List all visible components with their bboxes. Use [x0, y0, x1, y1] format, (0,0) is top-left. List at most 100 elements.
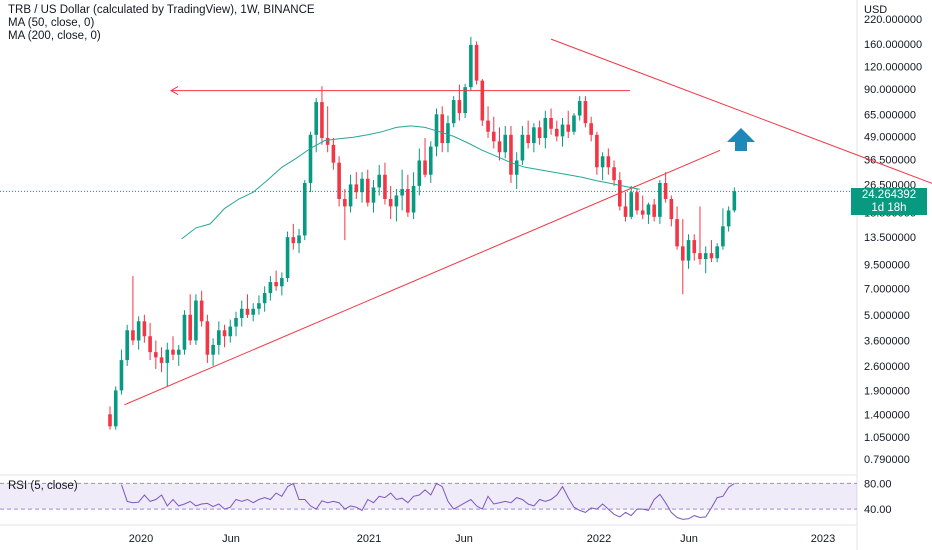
candle-body: [394, 195, 399, 207]
candle-body: [239, 308, 244, 318]
candle-body: [692, 240, 697, 254]
candle-body: [211, 344, 215, 355]
last-price-value: 24.264392: [861, 189, 917, 201]
candle-body: [423, 160, 427, 175]
candle-body: [474, 44, 479, 81]
price-tick-label: 0.790000: [864, 454, 910, 466]
candle-body: [440, 114, 445, 144]
price-axis[interactable]: 220.000000 160.000000 120.000000 90.000000 6…: [864, 14, 922, 466]
rsi-pane: 80.00 40.00: [0, 478, 892, 516]
rsi-line: [121, 482, 735, 520]
candle-body: [543, 117, 548, 138]
candle-body: [108, 414, 112, 427]
price-tick-label: 3.600000: [864, 335, 910, 347]
last-price-tag: 24.264392 1d 18h: [851, 188, 927, 215]
candle-body: [715, 246, 719, 259]
candle-body: [131, 330, 135, 341]
candle-body: [417, 160, 422, 186]
time-tick-label: 2021: [357, 533, 381, 545]
price-tick-label: 90.000000: [864, 84, 916, 96]
candle-body: [640, 210, 645, 215]
candle-body: [686, 240, 691, 261]
candle-body: [514, 160, 519, 175]
candle-body: [285, 237, 290, 279]
candle-body: [343, 198, 347, 207]
ascending-trendline: [124, 149, 721, 406]
rsi-tick-label: 40.00: [864, 504, 892, 516]
ma200-legend[interactable]: MA (200, close, 0): [8, 30, 101, 42]
price-tick-label: 49.000000: [864, 131, 916, 143]
candle-body: [446, 123, 450, 144]
candle-body: [348, 184, 353, 207]
candle-body: [377, 174, 382, 188]
candle-body: [497, 141, 502, 153]
candle-body: [280, 278, 284, 287]
currency-label[interactable]: USD: [864, 4, 888, 16]
candle-body: [113, 390, 118, 427]
price-tick-label: 13.500000: [864, 232, 916, 244]
price-tick-label: 5.000000: [864, 310, 910, 322]
candle-body: [663, 182, 668, 199]
candle-body: [325, 137, 330, 145]
candle-body: [486, 120, 490, 132]
candle-body: [457, 100, 462, 114]
candle-body: [698, 253, 702, 260]
candle-body: [245, 308, 250, 315]
price-tick-label: 1.050000: [864, 432, 910, 444]
candle-body: [119, 360, 124, 391]
candle-body: [658, 182, 662, 217]
candle-body: [526, 134, 530, 144]
time-tick-label: Jun: [222, 533, 240, 545]
candle-body: [652, 204, 656, 217]
candle-body: [171, 349, 175, 355]
candle-body: [199, 300, 204, 322]
ma50-line: [181, 125, 640, 240]
candle-body: [257, 303, 261, 309]
candle-body: [732, 191, 737, 211]
time-tick-label: 2022: [587, 533, 611, 545]
candle-body: [554, 128, 559, 137]
candle-body: [503, 134, 508, 153]
candle-body: [360, 178, 364, 193]
price-tick-label: 2.600000: [864, 361, 910, 373]
candle-body: [411, 185, 416, 213]
candle-body: [520, 134, 525, 161]
candle-body: [675, 219, 679, 247]
time-tick-label: 2023: [811, 533, 835, 545]
candle-body: [222, 330, 227, 337]
candle-body: [451, 100, 456, 124]
time-axis[interactable]: 2020 Jun 2021 Jun 2022 Jun 2023: [129, 533, 835, 545]
rsi-legend[interactable]: RSI (5, close): [8, 480, 78, 492]
ma50-legend[interactable]: MA (50, close, 0): [8, 17, 95, 29]
price-tick-label: 1.900000: [864, 385, 910, 397]
candle-body: [234, 317, 238, 327]
candle-body: [371, 187, 376, 203]
candle-body: [566, 124, 571, 132]
candle-body: [217, 330, 221, 345]
time-tick-label: 2020: [129, 533, 153, 545]
candle-body: [721, 226, 725, 247]
candle-body: [165, 349, 170, 363]
price-tick-label: 7.000000: [864, 283, 910, 295]
candle-body: [320, 102, 324, 138]
candle-body: [491, 131, 496, 142]
candle-body: [549, 117, 553, 129]
candle-body: [600, 156, 605, 168]
candle-body: [354, 184, 359, 193]
candle-body: [228, 326, 233, 337]
candle-body: [291, 237, 296, 244]
candle-body: [125, 330, 129, 361]
price-tick-label: 220.000000: [864, 14, 922, 26]
price-tick-label: 120.000000: [864, 61, 922, 73]
candle-body: [463, 87, 467, 114]
candle-body: [595, 134, 599, 168]
candle-body: [331, 144, 336, 163]
candle-body: [469, 44, 473, 88]
candle-body: [709, 253, 714, 259]
price-tick-label: 65.000000: [864, 109, 916, 121]
candle-body: [388, 198, 393, 207]
time-tick-label: Jun: [680, 533, 698, 545]
candle-body: [726, 210, 731, 227]
bar-countdown: 1d 18h: [871, 202, 907, 214]
